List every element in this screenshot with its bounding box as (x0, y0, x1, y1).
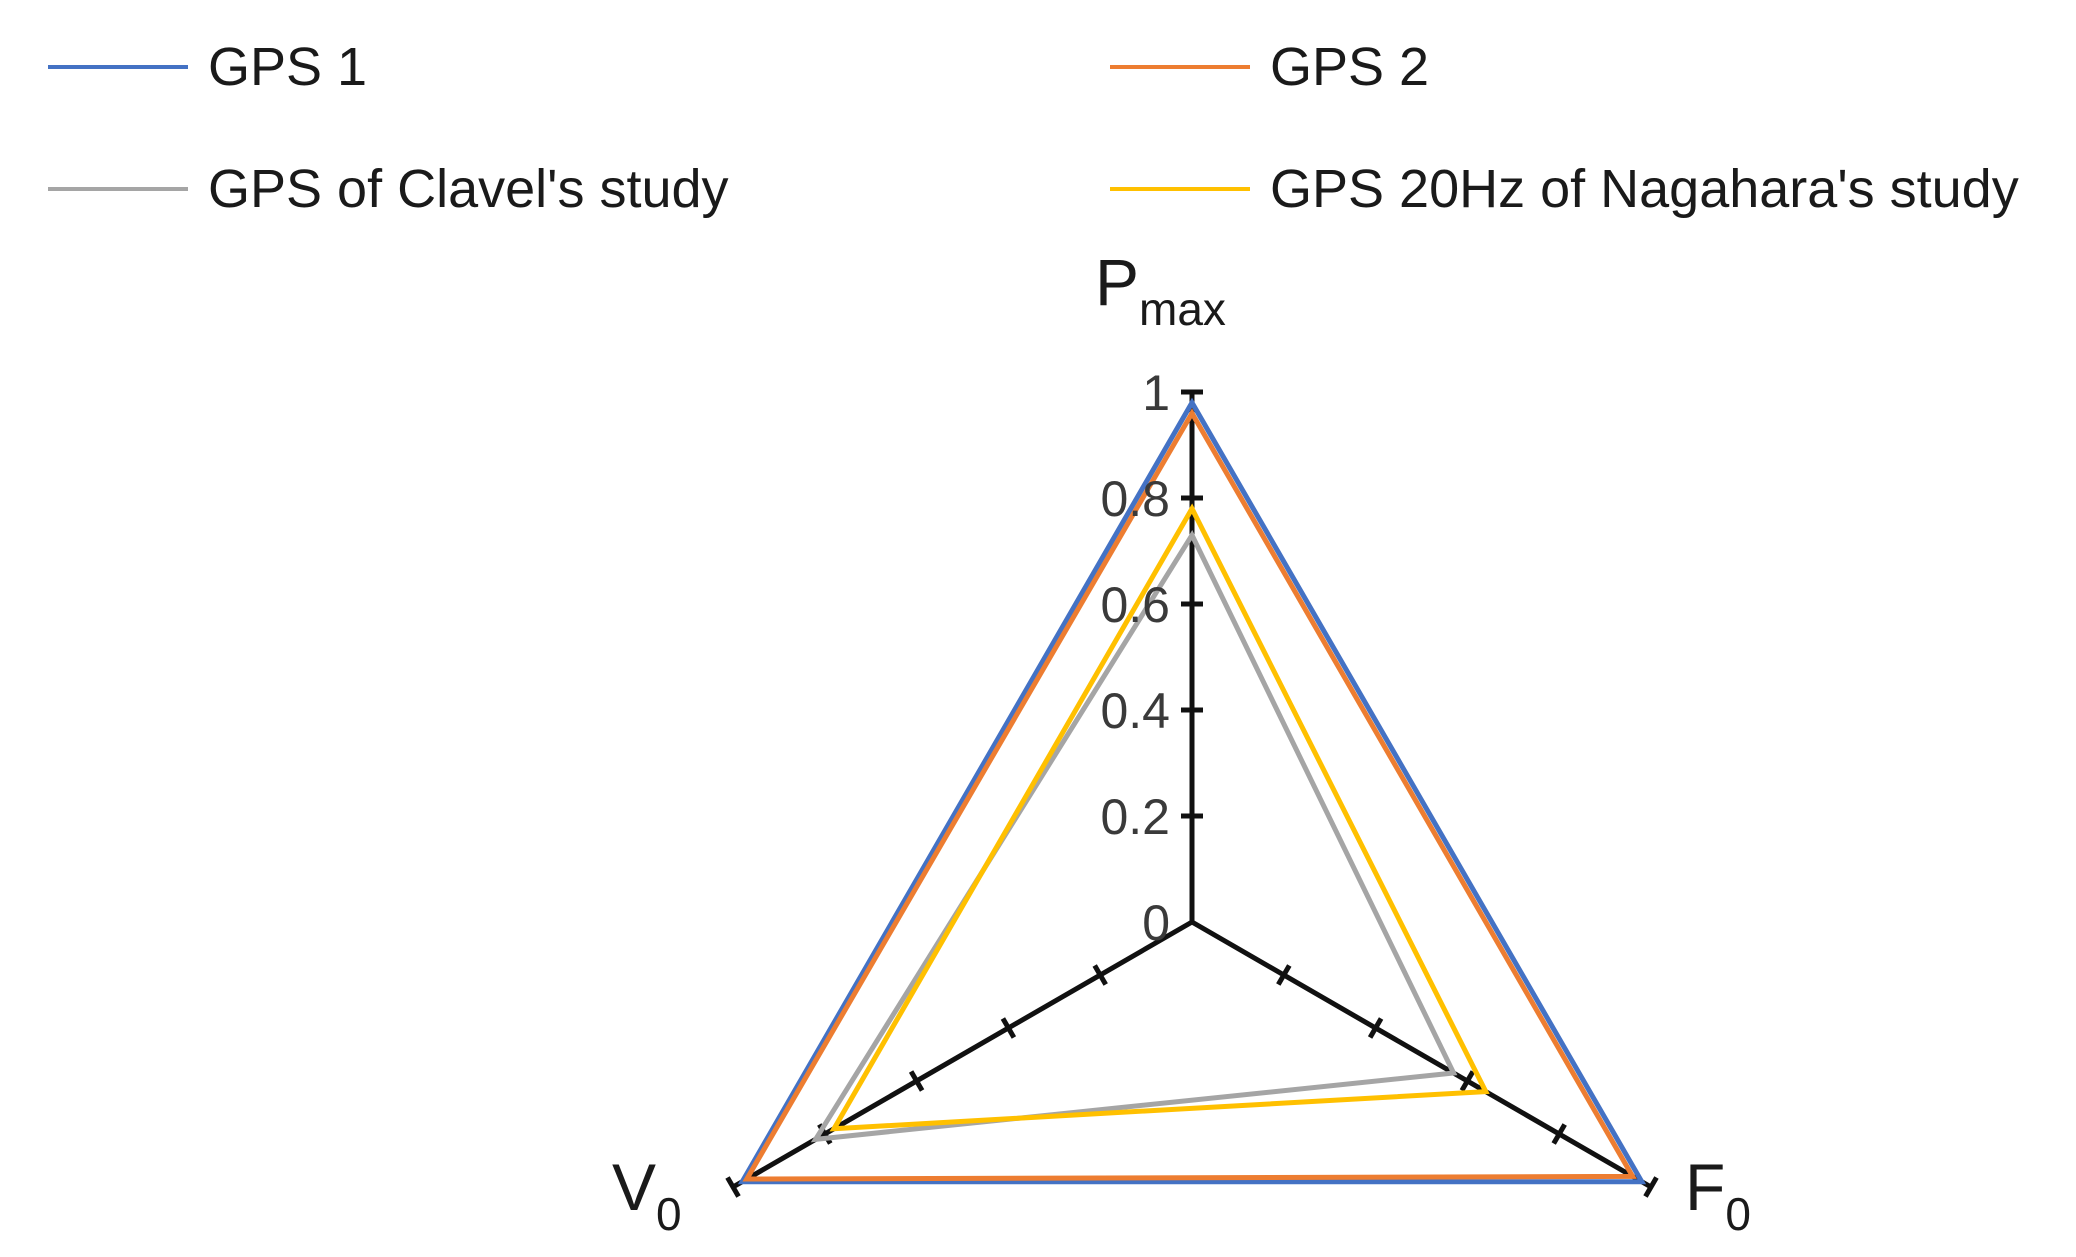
legend-label: GPS 2 (1270, 37, 1430, 97)
axis-tick (1551, 1123, 1567, 1145)
legend-swatch (48, 187, 188, 191)
axis-tick (1000, 1017, 1017, 1039)
tick-label: 0.2 (1100, 789, 1170, 845)
legend-item: GPS 1 (48, 36, 367, 98)
axis-tick (1459, 1070, 1476, 1092)
axis-tick (1276, 964, 1292, 986)
legend-label: GPS of Clavel's study (208, 159, 729, 219)
axis-title-main: P (1095, 245, 1139, 319)
tick-label: 0 (1142, 895, 1170, 951)
axis-tick (1643, 1176, 1659, 1198)
axis-title-subscript: 0 (1725, 1188, 1751, 1240)
axis-title: V0 (612, 1150, 682, 1240)
series-polygon (829, 503, 1490, 1132)
legend-swatch (1110, 65, 1250, 69)
legend-item: GPS 20Hz of Nagahara's study (1110, 158, 2019, 220)
axis-title-subscript: max (1139, 283, 1226, 335)
legend-swatch (48, 65, 188, 69)
axis-tick (908, 1070, 925, 1092)
series-polygon (737, 397, 1647, 1185)
axis-tick (725, 1176, 741, 1198)
axis-line (731, 919, 1194, 1190)
legend-swatch (1110, 187, 1250, 191)
series-polygon (742, 408, 1637, 1182)
series-layer (737, 397, 1647, 1185)
axis-tick (1367, 1017, 1384, 1039)
legend-item: GPS 2 (1110, 36, 1429, 98)
axes-layer (725, 389, 1659, 1198)
tick-label: 1 (1142, 365, 1170, 421)
legend-item: GPS of Clavel's study (48, 158, 729, 220)
tick-label: 0.8 (1100, 471, 1170, 527)
axis-title: Pmax (1095, 245, 1226, 335)
axis-title: F0 (1685, 1150, 1751, 1240)
legend-label: GPS 20Hz of Nagahara's study (1270, 159, 2019, 219)
axis-title-main: V (612, 1150, 656, 1224)
axis-tick (1092, 964, 1108, 986)
axis-line (1190, 919, 1653, 1190)
legend-label: GPS 1 (208, 37, 368, 97)
axis-title-main: F (1685, 1150, 1725, 1224)
tick-label: 0.4 (1100, 683, 1170, 739)
tick-label: 0.6 (1100, 577, 1170, 633)
axis-title-subscript: 0 (656, 1188, 682, 1240)
